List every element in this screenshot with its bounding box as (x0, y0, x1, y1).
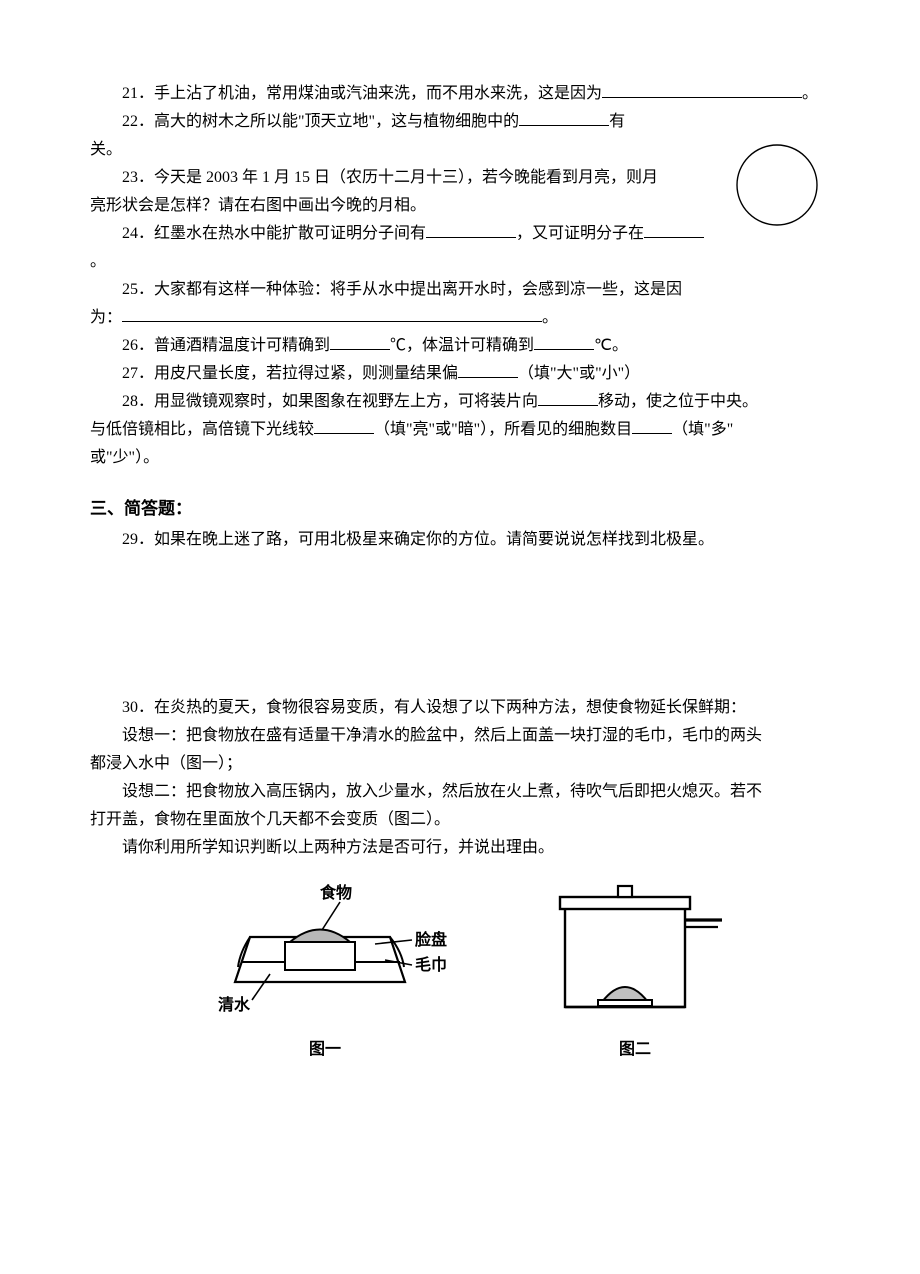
q30-p2a-text: 设想一：把食物放在盛有适量干净清水的脸盆中，然后上面盖一块打湿的毛巾，毛巾的两头 (122, 727, 762, 744)
q22-b: 有 (609, 113, 625, 130)
q28-line1: 28．用显微镜观察时，如果图象在视野左上方，可将装片向 移动，使之位于中央。 (90, 388, 830, 416)
q27: 27．用皮尺量长度，若拉得过紧，则测量结果偏 （填"大"或"小"） (90, 360, 830, 388)
q27-b: （填"大"或"小"） (518, 365, 640, 382)
figure-row: 食物 脸盘 毛巾 清水 图一 (90, 872, 830, 1064)
q30-p1: 30．在炎热的夏天，食物很容易变质，有人设想了以下两种方法，想使食物延长保鲜期： (90, 694, 830, 722)
q25-c: 。 (542, 309, 558, 326)
q28-e: （填"多" (672, 421, 733, 438)
section3-title: 三、简答题： (90, 494, 830, 524)
q23-line2: 亮形状会是怎样？请在右图中画出今晚的月相。 (90, 192, 830, 220)
q23-l2: 亮形状会是怎样？请在右图中画出今晚的月相。 (90, 197, 426, 214)
q25-line2: 为： 。 (90, 304, 830, 332)
fig1-label-water: 清水 (218, 995, 251, 1014)
fig1-label-basin: 脸盘 (415, 930, 447, 949)
q26: 26．普通酒精温度计可精确到 ℃，体温计可精确到 ℃。 (90, 332, 830, 360)
q22-c: 关。 (90, 141, 122, 158)
q29-text: 29．如果在晚上迷了路，可用北极星来确定你的方位。请简要说说怎样找到北极星。 (122, 531, 714, 548)
q22-line2: 关。 (90, 136, 830, 164)
q26-a: 26．普通酒精温度计可精确到 (122, 337, 330, 354)
q30-p2a: 设想一：把食物放在盛有适量干净清水的脸盆中，然后上面盖一块打湿的毛巾，毛巾的两头 (90, 722, 830, 750)
figure-2-svg (540, 872, 730, 1032)
q28-blank1 (538, 389, 598, 406)
figure-2-caption: 图二 (619, 1036, 651, 1064)
q26-c: ℃。 (594, 337, 628, 354)
q26-blank2 (534, 333, 594, 350)
q25-b: 为： (90, 309, 122, 326)
q28-blank2 (314, 417, 374, 434)
q24-c: 。 (90, 253, 106, 270)
q22-line1: 22．高大的树木之所以能"顶天立地"，这与植物细胞中的 有 (90, 108, 830, 136)
moon-circle-svg (732, 140, 822, 230)
fig1-label-towel: 毛巾 (415, 955, 447, 974)
q25-a: 25．大家都有这样一种体验：将手从水中提出离开水时，会感到凉一些，这是因 (122, 281, 682, 298)
q30-p3b-text: 打开盖，食物在里面放个几天都不会变质（图二）。 (90, 811, 450, 828)
figure-1-caption: 图一 (309, 1036, 341, 1064)
q24: 24．红墨水在热水中能扩散可证明分子间有 ，又可证明分子在。 (90, 220, 830, 276)
q28-line2: 与低倍镜相比，高倍镜下光线较 （填"亮"或"暗"），所看见的细胞数目 （填"多" (90, 416, 830, 444)
q24-a: 24．红墨水在热水中能扩散可证明分子间有 (122, 225, 426, 242)
q21-blank (602, 81, 802, 98)
q24-b: ，又可证明分子在 (516, 225, 644, 242)
q23-line1: 23．今天是 2003 年 1 月 15 日（农历十二月十三），若今晚能看到月亮… (90, 164, 830, 192)
q30-p3b: 打开盖，食物在里面放个几天都不会变质（图二）。 (90, 806, 830, 834)
q24-blank2 (644, 221, 704, 238)
q28-f: 或"少"）。 (90, 449, 159, 466)
q30-p3a: 设想二：把食物放入高压锅内，放入少量水，然后放在火上煮，待吹气后即把火熄灭。若不 (90, 778, 830, 806)
q21-text-b: 。 (802, 85, 818, 102)
q30-p3a-text: 设想二：把食物放入高压锅内，放入少量水，然后放在火上煮，待吹气后即把火熄灭。若不 (122, 783, 762, 800)
q28-blank3 (632, 417, 672, 434)
q30-p1-text: 30．在炎热的夏天，食物很容易变质，有人设想了以下两种方法，想使食物延长保鲜期： (122, 699, 746, 716)
q28-line3: 或"少"）。 (90, 444, 830, 472)
q30-p4: 请你利用所学知识判断以上两种方法是否可行，并说出理由。 (90, 834, 830, 862)
q30-p2b: 都浸入水中（图一）； (90, 750, 830, 778)
q25-blank (122, 305, 542, 322)
q25-line1: 25．大家都有这样一种体验：将手从水中提出离开水时，会感到凉一些，这是因 (90, 276, 830, 304)
q23-block: 关。 23．今天是 2003 年 1 月 15 日（农历十二月十三），若今晚能看… (90, 136, 830, 276)
q28-c: 与低倍镜相比，高倍镜下光线较 (90, 421, 314, 438)
q21: 21．手上沾了机油，常用煤油或汽油来洗，而不用水来洗，这是因为 。 (90, 80, 830, 108)
figure-1-svg: 食物 脸盘 毛巾 清水 (190, 882, 460, 1032)
q23-l1: 23．今天是 2003 年 1 月 15 日（农历十二月十三），若今晚能看到月亮… (122, 169, 658, 186)
figure-1: 食物 脸盘 毛巾 清水 图一 (190, 882, 460, 1064)
q29: 29．如果在晚上迷了路，可用北极星来确定你的方位。请简要说说怎样找到北极星。 (90, 526, 830, 554)
q28-d: （填"亮"或"暗"），所看见的细胞数目 (374, 421, 632, 438)
answer-gap (90, 554, 830, 694)
fig1-label-food: 食物 (319, 883, 352, 902)
q26-blank1 (330, 333, 390, 350)
q27-blank (458, 361, 518, 378)
q30-p4-text: 请你利用所学知识判断以上两种方法是否可行，并说出理由。 (122, 839, 554, 856)
q28-a: 28．用显微镜观察时，如果图象在视野左上方，可将装片向 (122, 393, 538, 410)
q26-b: ℃，体温计可精确到 (390, 337, 534, 354)
q22-a: 22．高大的树木之所以能"顶天立地"，这与植物细胞中的 (122, 113, 519, 130)
moon-phase-circle (732, 140, 822, 230)
q24-blank1 (426, 221, 516, 238)
q30-p2b-text: 都浸入水中（图一）； (90, 755, 242, 772)
q22-blank (519, 109, 609, 126)
q28-b: 移动，使之位于中央。 (598, 393, 758, 410)
figure-2: 图二 (540, 872, 730, 1064)
q27-a: 27．用皮尺量长度，若拉得过紧，则测量结果偏 (122, 365, 458, 382)
q21-text-a: 21．手上沾了机油，常用煤油或汽油来洗，而不用水来洗，这是因为 (122, 85, 602, 102)
